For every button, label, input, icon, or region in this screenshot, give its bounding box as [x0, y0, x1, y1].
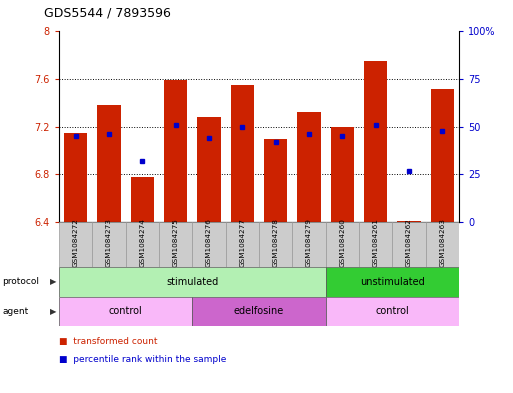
- Text: ▶: ▶: [50, 277, 56, 286]
- Text: GSM1084277: GSM1084277: [240, 218, 245, 267]
- Text: GSM1084261: GSM1084261: [373, 218, 379, 267]
- Bar: [92, 222, 126, 267]
- Bar: [364, 61, 387, 222]
- Text: GSM1084263: GSM1084263: [440, 218, 445, 267]
- Bar: [192, 222, 226, 267]
- Text: GSM1084276: GSM1084276: [206, 218, 212, 267]
- Text: protocol: protocol: [3, 277, 40, 286]
- Text: agent: agent: [3, 307, 29, 316]
- Bar: [398, 221, 421, 222]
- Text: GSM1084262: GSM1084262: [406, 218, 412, 267]
- Text: GSM1084279: GSM1084279: [306, 218, 312, 267]
- Bar: [259, 222, 292, 267]
- Bar: [131, 177, 154, 222]
- Bar: [164, 80, 187, 222]
- Bar: [326, 222, 359, 267]
- Text: GSM1084278: GSM1084278: [273, 218, 279, 267]
- Bar: [292, 222, 326, 267]
- Text: GSM1084260: GSM1084260: [340, 218, 345, 267]
- Text: GSM1084274: GSM1084274: [140, 218, 145, 267]
- Text: GSM1084275: GSM1084275: [173, 218, 179, 267]
- Bar: [431, 88, 454, 222]
- Bar: [231, 85, 254, 222]
- Bar: [59, 297, 192, 326]
- Bar: [59, 267, 326, 297]
- Bar: [59, 222, 92, 267]
- Text: GDS5544 / 7893596: GDS5544 / 7893596: [44, 7, 170, 20]
- Bar: [126, 222, 159, 267]
- Bar: [326, 267, 459, 297]
- Text: stimulated: stimulated: [166, 277, 219, 287]
- Bar: [426, 222, 459, 267]
- Text: control: control: [376, 307, 409, 316]
- Bar: [326, 297, 459, 326]
- Bar: [159, 222, 192, 267]
- Bar: [298, 112, 321, 222]
- Text: ▶: ▶: [50, 307, 56, 316]
- Bar: [198, 117, 221, 222]
- Bar: [359, 222, 392, 267]
- Bar: [226, 222, 259, 267]
- Bar: [192, 297, 326, 326]
- Text: unstimulated: unstimulated: [360, 277, 425, 287]
- Bar: [264, 139, 287, 222]
- Bar: [97, 105, 121, 222]
- Bar: [64, 133, 87, 222]
- Text: GSM1084273: GSM1084273: [106, 218, 112, 267]
- Text: control: control: [109, 307, 143, 316]
- Text: GSM1084272: GSM1084272: [73, 218, 78, 267]
- Text: ■  percentile rank within the sample: ■ percentile rank within the sample: [59, 355, 226, 364]
- Bar: [392, 222, 426, 267]
- Text: edelfosine: edelfosine: [234, 307, 284, 316]
- Text: ■  transformed count: ■ transformed count: [59, 338, 157, 346]
- Bar: [331, 127, 354, 222]
